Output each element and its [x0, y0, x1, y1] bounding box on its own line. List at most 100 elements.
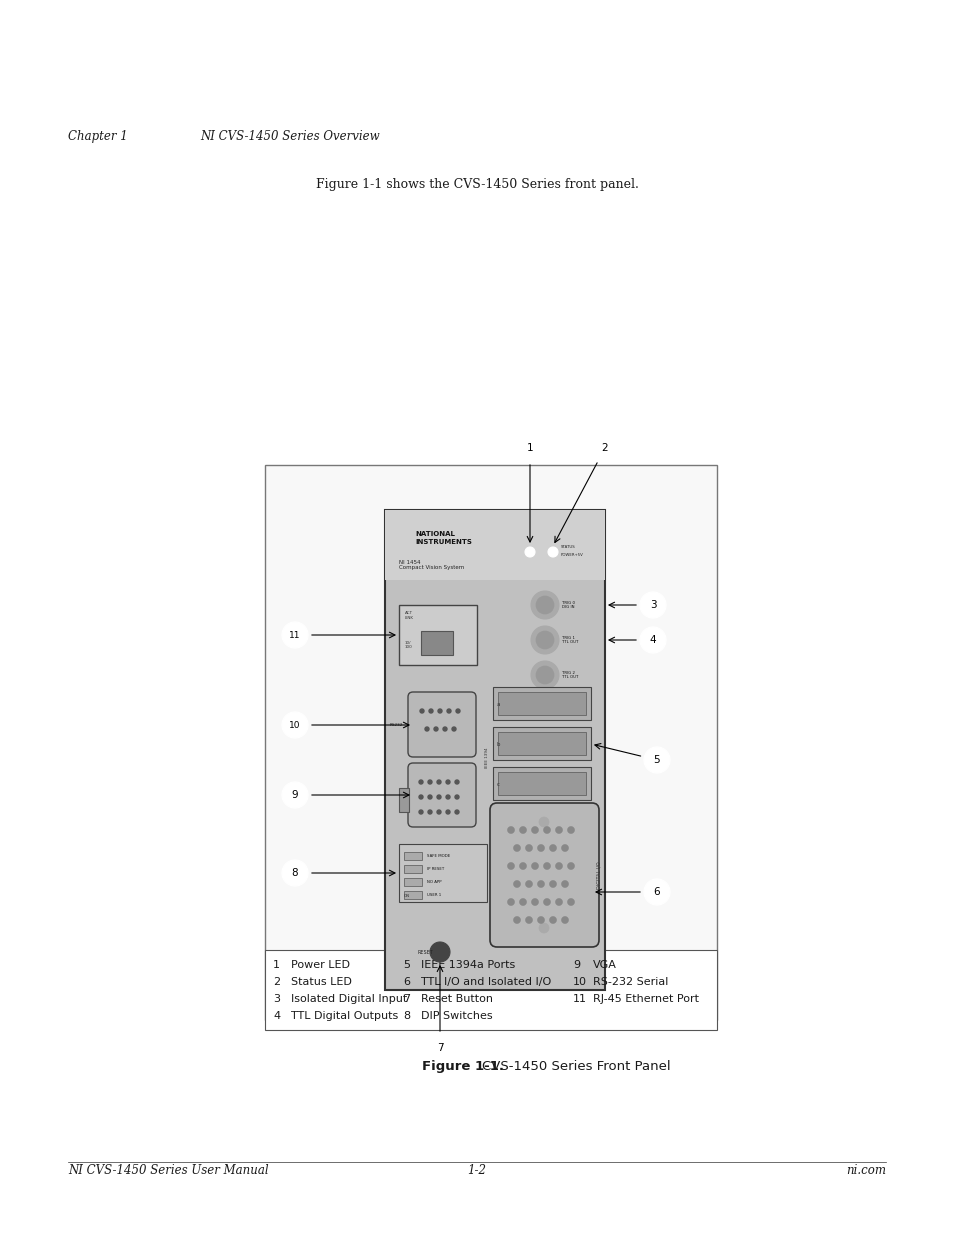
Circle shape: [543, 899, 550, 905]
Circle shape: [513, 881, 520, 888]
FancyBboxPatch shape: [408, 763, 476, 827]
Circle shape: [507, 862, 514, 869]
Circle shape: [561, 916, 568, 924]
Bar: [403, 852, 421, 860]
Text: ni.com: ni.com: [845, 1165, 885, 1177]
Circle shape: [549, 916, 556, 924]
Text: 8: 8: [292, 868, 298, 878]
Circle shape: [428, 810, 432, 814]
Text: b: b: [497, 741, 500, 746]
Text: DIP Switches: DIP Switches: [420, 1011, 492, 1021]
Text: 3: 3: [273, 994, 280, 1004]
Circle shape: [525, 881, 532, 888]
Circle shape: [543, 862, 550, 869]
Text: ACT
LINK: ACT LINK: [405, 611, 414, 620]
Circle shape: [282, 713, 308, 739]
Circle shape: [513, 845, 520, 851]
Circle shape: [452, 727, 456, 731]
Text: 7: 7: [436, 1044, 443, 1053]
Circle shape: [561, 845, 568, 851]
Circle shape: [639, 592, 665, 618]
Text: Reset Button: Reset Button: [420, 994, 493, 1004]
Circle shape: [519, 862, 526, 869]
Text: IP RESET: IP RESET: [427, 867, 444, 871]
Text: STATUS: STATUS: [560, 545, 576, 550]
Circle shape: [531, 661, 558, 689]
Circle shape: [446, 810, 450, 814]
Circle shape: [428, 795, 432, 799]
Circle shape: [427, 1035, 453, 1061]
Circle shape: [643, 879, 669, 905]
Text: 11: 11: [573, 994, 586, 1004]
Circle shape: [436, 795, 440, 799]
Circle shape: [434, 727, 437, 731]
Text: 1: 1: [273, 960, 280, 969]
Circle shape: [537, 845, 544, 851]
Text: 9: 9: [573, 960, 579, 969]
Text: POWER+5V: POWER+5V: [560, 553, 583, 557]
Text: Chapter 1: Chapter 1: [68, 130, 128, 143]
Circle shape: [549, 881, 556, 888]
Bar: [385, 510, 604, 990]
Circle shape: [424, 727, 429, 731]
Text: c: c: [497, 782, 499, 787]
Text: Figure 1-1 shows the CVS-1450 Series front panel.: Figure 1-1 shows the CVS-1450 Series fro…: [315, 178, 638, 191]
Text: TRIG 1
TTL OUT: TRIG 1 TTL OUT: [561, 636, 578, 645]
Text: RESET: RESET: [417, 950, 434, 955]
Text: 11: 11: [289, 631, 300, 640]
Circle shape: [419, 709, 423, 713]
Text: a: a: [497, 701, 500, 706]
Text: 4: 4: [273, 1011, 280, 1021]
Circle shape: [447, 709, 451, 713]
Bar: [403, 890, 421, 899]
Bar: [265, 950, 717, 1030]
Bar: [497, 692, 585, 715]
Circle shape: [555, 862, 562, 869]
Text: 10: 10: [573, 977, 586, 987]
Circle shape: [592, 435, 618, 461]
Circle shape: [643, 747, 669, 773]
Bar: [403, 878, 421, 885]
Circle shape: [555, 899, 562, 905]
Circle shape: [513, 916, 520, 924]
Circle shape: [639, 627, 665, 653]
Circle shape: [418, 810, 422, 814]
Text: 6: 6: [402, 977, 410, 987]
Text: TTL Digital Outputs: TTL Digital Outputs: [291, 1011, 397, 1021]
Text: 2: 2: [601, 443, 608, 453]
Text: 8: 8: [402, 1011, 410, 1021]
Text: NATIONAL
INSTRUMENTS: NATIONAL INSTRUMENTS: [415, 531, 472, 545]
Text: 7: 7: [402, 994, 410, 1004]
Text: NI 1454
Compact Vision System: NI 1454 Compact Vision System: [398, 559, 464, 571]
Text: TTL I/O and Isolated I/O: TTL I/O and Isolated I/O: [420, 977, 551, 987]
Text: 3: 3: [649, 600, 656, 610]
Text: TRIG 0
DIG IN: TRIG 0 DIG IN: [561, 600, 575, 609]
Text: USER 1: USER 1: [427, 893, 441, 897]
Text: IEEE 1394: IEEE 1394: [484, 747, 489, 768]
Circle shape: [436, 810, 440, 814]
Circle shape: [517, 435, 542, 461]
Circle shape: [531, 862, 537, 869]
Text: VGA: VGA: [593, 960, 617, 969]
Circle shape: [507, 826, 514, 834]
Text: 5: 5: [402, 960, 410, 969]
Circle shape: [282, 860, 308, 885]
Circle shape: [430, 942, 450, 962]
Text: 10: 10: [289, 720, 300, 730]
Text: 10/
100: 10/ 100: [405, 641, 413, 650]
Circle shape: [456, 709, 459, 713]
Circle shape: [437, 709, 441, 713]
Circle shape: [531, 592, 558, 619]
Bar: [398, 844, 486, 902]
Circle shape: [543, 826, 550, 834]
Circle shape: [567, 862, 574, 869]
Circle shape: [418, 795, 422, 799]
Circle shape: [537, 916, 544, 924]
Text: DIGITAL I/O: DIGITAL I/O: [597, 861, 601, 889]
Bar: [493, 727, 590, 760]
Text: 9: 9: [292, 790, 298, 800]
Text: NI CVS-1450 Series User Manual: NI CVS-1450 Series User Manual: [68, 1165, 269, 1177]
Circle shape: [436, 781, 440, 784]
Bar: [497, 772, 585, 795]
Circle shape: [531, 826, 537, 834]
